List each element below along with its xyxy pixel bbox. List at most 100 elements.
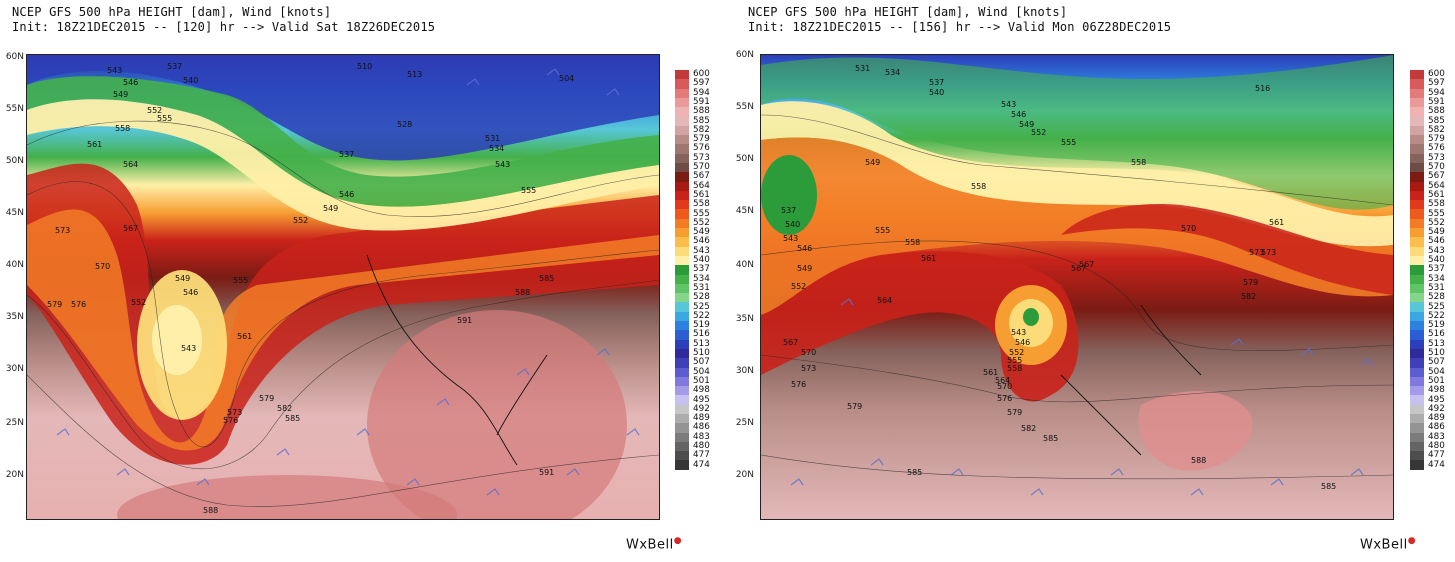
height-colorbar: 600 597 594 591 588 585 582 579 576 573 570 567 564 5… <box>1410 69 1445 470</box>
colorbar-tick-label: 519 <box>1428 320 1445 331</box>
contour-label: 555 <box>875 226 890 235</box>
colorbar-swatch <box>1410 116 1424 126</box>
colorbar-tick-label: 504 <box>1428 366 1445 377</box>
colorbar-swatch <box>675 348 689 359</box>
colorbar-swatch <box>1410 265 1424 275</box>
contour-label: 585 <box>1043 434 1058 443</box>
contour-label: 549 <box>1019 120 1034 129</box>
colorbar-tick-label: 531 <box>1428 282 1445 293</box>
colorbar-swatch <box>675 190 689 201</box>
contour-label: 531 <box>855 64 870 73</box>
colorbar-tick-label: 480 <box>693 441 710 451</box>
watermark-dot-icon: ● <box>673 536 683 546</box>
colorbar-swatch <box>675 413 689 424</box>
colorbar-swatch <box>675 311 689 322</box>
colorbar-tick-label: 588 <box>693 106 710 117</box>
colorbar-tick-label: 507 <box>693 357 710 368</box>
contour-label: 585 <box>907 468 922 477</box>
colorbar-tick-label: 534 <box>1428 273 1445 284</box>
lat-label: 30N <box>5 364 24 374</box>
colorbar-swatch <box>675 302 689 312</box>
contour-label: 546 <box>183 288 198 297</box>
colorbar-swatch <box>675 283 689 294</box>
contour-label: 573 <box>801 364 816 373</box>
colorbar-tick-label: 519 <box>693 320 710 331</box>
colorbar-swatch <box>675 265 689 275</box>
lat-label: 35N <box>735 314 754 324</box>
colorbar-swatch <box>675 228 689 238</box>
colorbar-swatch <box>1410 293 1424 303</box>
colorbar-tick-label: 483 <box>693 431 710 442</box>
colorbar-tick-label: 570 <box>693 162 710 172</box>
contour-label: 552 <box>147 106 162 115</box>
colorbar-tick-label: 537 <box>693 264 710 275</box>
colorbar-tick-label: 525 <box>1428 301 1445 312</box>
contour-label: 576 <box>71 300 86 309</box>
colorbar-swatch <box>1410 246 1424 256</box>
colorbar-tick-label: 585 <box>693 115 710 126</box>
colorbar-swatch <box>1410 432 1424 442</box>
contour-label: 567 <box>783 338 798 347</box>
contour-label: 549 <box>323 204 338 213</box>
contour-label: 546 <box>123 78 138 87</box>
colorbar-tick-label: 531 <box>693 282 710 293</box>
colorbar-tick-label: 591 <box>693 96 710 107</box>
lat-label: 60N <box>735 50 754 60</box>
contour-label: 552 <box>1009 348 1024 357</box>
contour-label: 510 <box>357 62 372 71</box>
colorbar-tick-label: 600 <box>693 69 710 79</box>
contour-label: 573 <box>1249 248 1264 257</box>
colorbar-swatch <box>1410 255 1424 266</box>
contour-label: 561 <box>983 368 998 377</box>
colorbar-tick-label: 552 <box>1428 217 1445 228</box>
height-map: 531 534 537 540 543 546 549 552 555 558 … <box>760 54 1394 520</box>
colorbar-swatch <box>675 451 689 461</box>
contour-label: 561 <box>921 254 936 263</box>
colorbar-tick-label: 504 <box>693 366 710 377</box>
contour-label: 579 <box>847 402 862 411</box>
panel-title: NCEP GFS 500 hPa HEIGHT [dam], Wind [kno… <box>748 5 1068 19</box>
colorbar-tick-label: 534 <box>693 273 710 284</box>
contour-label: 570 <box>1181 224 1196 233</box>
colorbar-swatch <box>675 339 689 349</box>
colorbar-swatch <box>1410 274 1424 284</box>
contour-label: 558 <box>971 182 986 191</box>
contour-label: 582 <box>1021 424 1036 433</box>
colorbar-swatch <box>1410 200 1424 210</box>
colorbar-tick-label: 501 <box>693 375 710 386</box>
colorbar-swatch <box>675 432 689 442</box>
colorbar-swatch <box>675 367 689 377</box>
contour-label: 573 <box>55 226 70 235</box>
colorbar-swatch <box>1410 135 1424 145</box>
colorbar-tick-label: 546 <box>693 236 710 247</box>
colorbar-swatch <box>675 255 689 266</box>
colorbar-tick-label: 561 <box>693 189 710 200</box>
lat-label: 55N <box>5 104 24 114</box>
colorbar-tick-label: 582 <box>1428 124 1445 135</box>
contour-label: 567 <box>123 224 138 233</box>
colorbar-tick-label: 564 <box>1428 180 1445 191</box>
contour-label: 558 <box>905 238 920 247</box>
contour-label: 591 <box>539 468 554 477</box>
contour-label: 555 <box>1007 356 1022 365</box>
colorbar-tick-label: 480 <box>1428 441 1445 451</box>
contour-label: 579 <box>1007 408 1022 417</box>
lat-label: 25N <box>735 418 754 428</box>
lat-label: 25N <box>5 418 24 428</box>
contour-label: 546 <box>1015 338 1030 347</box>
colorbar-tick-label: 498 <box>693 385 710 396</box>
contour-label: 558 <box>1131 158 1146 167</box>
wxbell-watermark: WxBell● <box>1360 536 1416 552</box>
colorbar-tick-label: 594 <box>693 87 710 98</box>
colorbar-swatch <box>1410 153 1424 163</box>
colorbar-tick-label: 540 <box>1428 255 1445 265</box>
contour-label: 564 <box>877 296 892 305</box>
lat-label: 55N <box>735 102 754 112</box>
contour-label: 537 <box>167 62 182 71</box>
contour-label: 555 <box>1061 138 1076 147</box>
panel-header: NCEP GFS 500 hPa HEIGHT [dam], Wind [kno… <box>12 5 435 35</box>
colorbar-swatch <box>675 135 689 145</box>
contour-label: 534 <box>885 68 900 77</box>
colorbar-tick-label: 573 <box>693 152 710 163</box>
colorbar-tick-label: 516 <box>1428 329 1445 340</box>
